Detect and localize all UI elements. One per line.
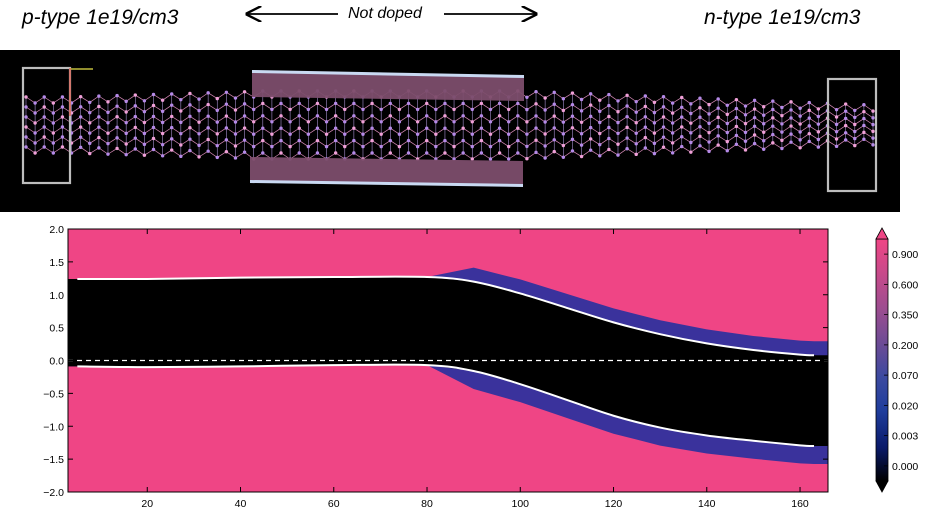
- x-tick-label: 20: [141, 498, 153, 510]
- y-tick-label: 1.5: [49, 257, 64, 269]
- x-axis-ticks: 20 40 60 80 100 120 140 160: [141, 229, 809, 510]
- colorbar-tick-label: 0.003: [892, 431, 918, 443]
- not-doped-label: Not doped: [348, 5, 422, 22]
- y-tick-label: −2.0: [43, 487, 64, 499]
- colorbar-tick-label: 0.070: [892, 370, 918, 382]
- colorbar-tick-label: 0.000: [892, 461, 918, 473]
- right-electrode-box: [826, 77, 878, 193]
- valence-band-edge: [77, 363, 815, 447]
- x-tick-label: 80: [421, 498, 433, 510]
- band-gap-region: [68, 276, 828, 446]
- colorbar-tick-label: 0.600: [892, 279, 918, 291]
- y-tick-label: 2.0: [49, 224, 64, 236]
- n-type-label: n-type 1e19/cm3: [704, 6, 861, 29]
- p-type-label: p-type 1e19/cm3: [22, 6, 179, 29]
- x-tick-label: 60: [328, 498, 340, 510]
- gate-top: [252, 70, 524, 101]
- colorbar-tick-label: 0.900: [892, 249, 918, 261]
- band-diagram: 20 40 60 80 100 120 140 160 2.0 1.5 1.0 0.5 0.0 −0.5…: [43, 224, 918, 510]
- left-electrode-box: [21, 66, 93, 185]
- gate-bottom: [250, 157, 523, 187]
- colorbar-tick-label: 0.350: [892, 310, 918, 322]
- y-tick-label: 0.5: [49, 323, 64, 335]
- y-tick-label: 0.0: [49, 356, 64, 368]
- x-tick-label: 140: [698, 498, 716, 510]
- y-tick-label: 1.0: [49, 290, 64, 302]
- colorbar: 0.900 0.600 0.350 0.200 0.070 0.020 0.003 0.000: [875, 227, 918, 493]
- device-structure: [0, 50, 900, 212]
- x-tick-label: 100: [512, 498, 530, 510]
- y-tick-label: −1.0: [43, 421, 64, 433]
- conduction-band-edge: [77, 275, 815, 357]
- colorbar-tick-label: 0.200: [892, 340, 918, 352]
- x-tick-label: 40: [235, 498, 247, 510]
- y-tick-label: −1.5: [43, 454, 64, 466]
- y-axis-ticks: 2.0 1.5 1.0 0.5 0.0 −0.5 −1.0 −1.5 −2.0: [43, 224, 828, 499]
- x-tick-label: 160: [791, 498, 809, 510]
- y-tick-label: −0.5: [43, 388, 64, 400]
- colorbar-tick-label: 0.020: [892, 400, 918, 412]
- x-tick-label: 120: [605, 498, 623, 510]
- not-doped-arrows: [0, 0, 944, 40]
